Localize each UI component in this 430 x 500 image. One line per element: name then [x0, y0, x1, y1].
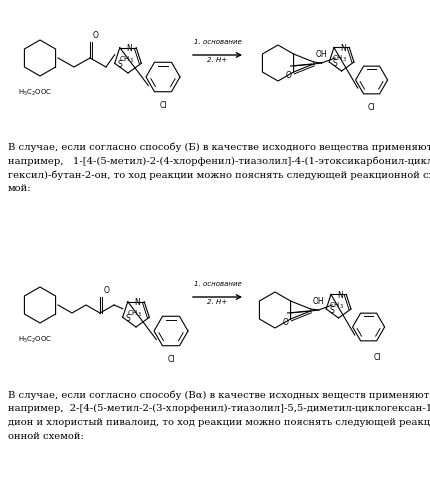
Text: $\mathregular{CH_3}$: $\mathregular{CH_3}$	[329, 301, 343, 311]
Text: $\mathregular{CH_3}$: $\mathregular{CH_3}$	[332, 54, 346, 64]
Text: онной схемой:: онной схемой:	[8, 432, 84, 441]
Text: N: N	[337, 291, 342, 300]
Text: N: N	[340, 44, 345, 53]
Text: O: O	[285, 71, 291, 80]
Text: $\mathregular{H_5C_2OOC}$: $\mathregular{H_5C_2OOC}$	[18, 335, 52, 345]
Text: например,  2-[4-(5-метил-2-(3-хлорфенил)-тиазолил]-5,5-диметил-циклогексан-1,3-: например, 2-[4-(5-метил-2-(3-хлорфенил)-…	[8, 404, 430, 413]
Text: дион и хлористый пивалоид, то ход реакции можно пояснять следующей реакци-: дион и хлористый пивалоид, то ход реакци…	[8, 418, 430, 427]
Text: S: S	[332, 58, 336, 68]
Text: S: S	[126, 314, 130, 323]
Text: N: N	[134, 298, 140, 307]
Text: OH: OH	[315, 50, 326, 59]
Text: O: O	[282, 318, 288, 327]
Text: N: N	[126, 44, 132, 53]
Text: S: S	[117, 60, 122, 69]
Text: например,   1-[4-(5-метил)-2-(4-хлорфенил)-тиазолил]-4-(1-этоксикарбонил-цикло-: например, 1-[4-(5-метил)-2-(4-хлорфенил)…	[8, 156, 430, 166]
Text: Cl: Cl	[167, 355, 174, 364]
Text: 1. основание: 1. основание	[193, 281, 241, 287]
Text: 2. H+: 2. H+	[207, 299, 227, 305]
Text: $\mathregular{CH_3}$: $\mathregular{CH_3}$	[126, 309, 141, 319]
Text: O: O	[104, 286, 110, 295]
Text: мой:: мой:	[8, 184, 31, 193]
Text: O: O	[93, 31, 98, 40]
Text: $\mathregular{H_5C_2OOC}$: $\mathregular{H_5C_2OOC}$	[18, 88, 52, 98]
Text: гексил)-бутан-2-он, то ход реакции можно пояснять следующей реакционной схе-: гексил)-бутан-2-он, то ход реакции можно…	[8, 170, 430, 179]
Text: Cl: Cl	[367, 103, 375, 112]
Text: $\mathregular{CH_3}$: $\mathregular{CH_3}$	[118, 55, 133, 65]
Text: Cl: Cl	[373, 353, 380, 362]
Text: В случае, если согласно способу (Вα) в качестве исходных веществ применяют,: В случае, если согласно способу (Вα) в к…	[8, 390, 430, 400]
Text: В случае, если согласно способу (Б) в качестве исходного вещества применяют,: В случае, если согласно способу (Б) в ка…	[8, 142, 430, 152]
Text: S: S	[329, 306, 333, 314]
Text: OH: OH	[312, 297, 323, 306]
Text: 2. H+: 2. H+	[207, 57, 227, 63]
Text: 1. основание: 1. основание	[193, 39, 241, 45]
Text: Cl: Cl	[159, 101, 166, 110]
